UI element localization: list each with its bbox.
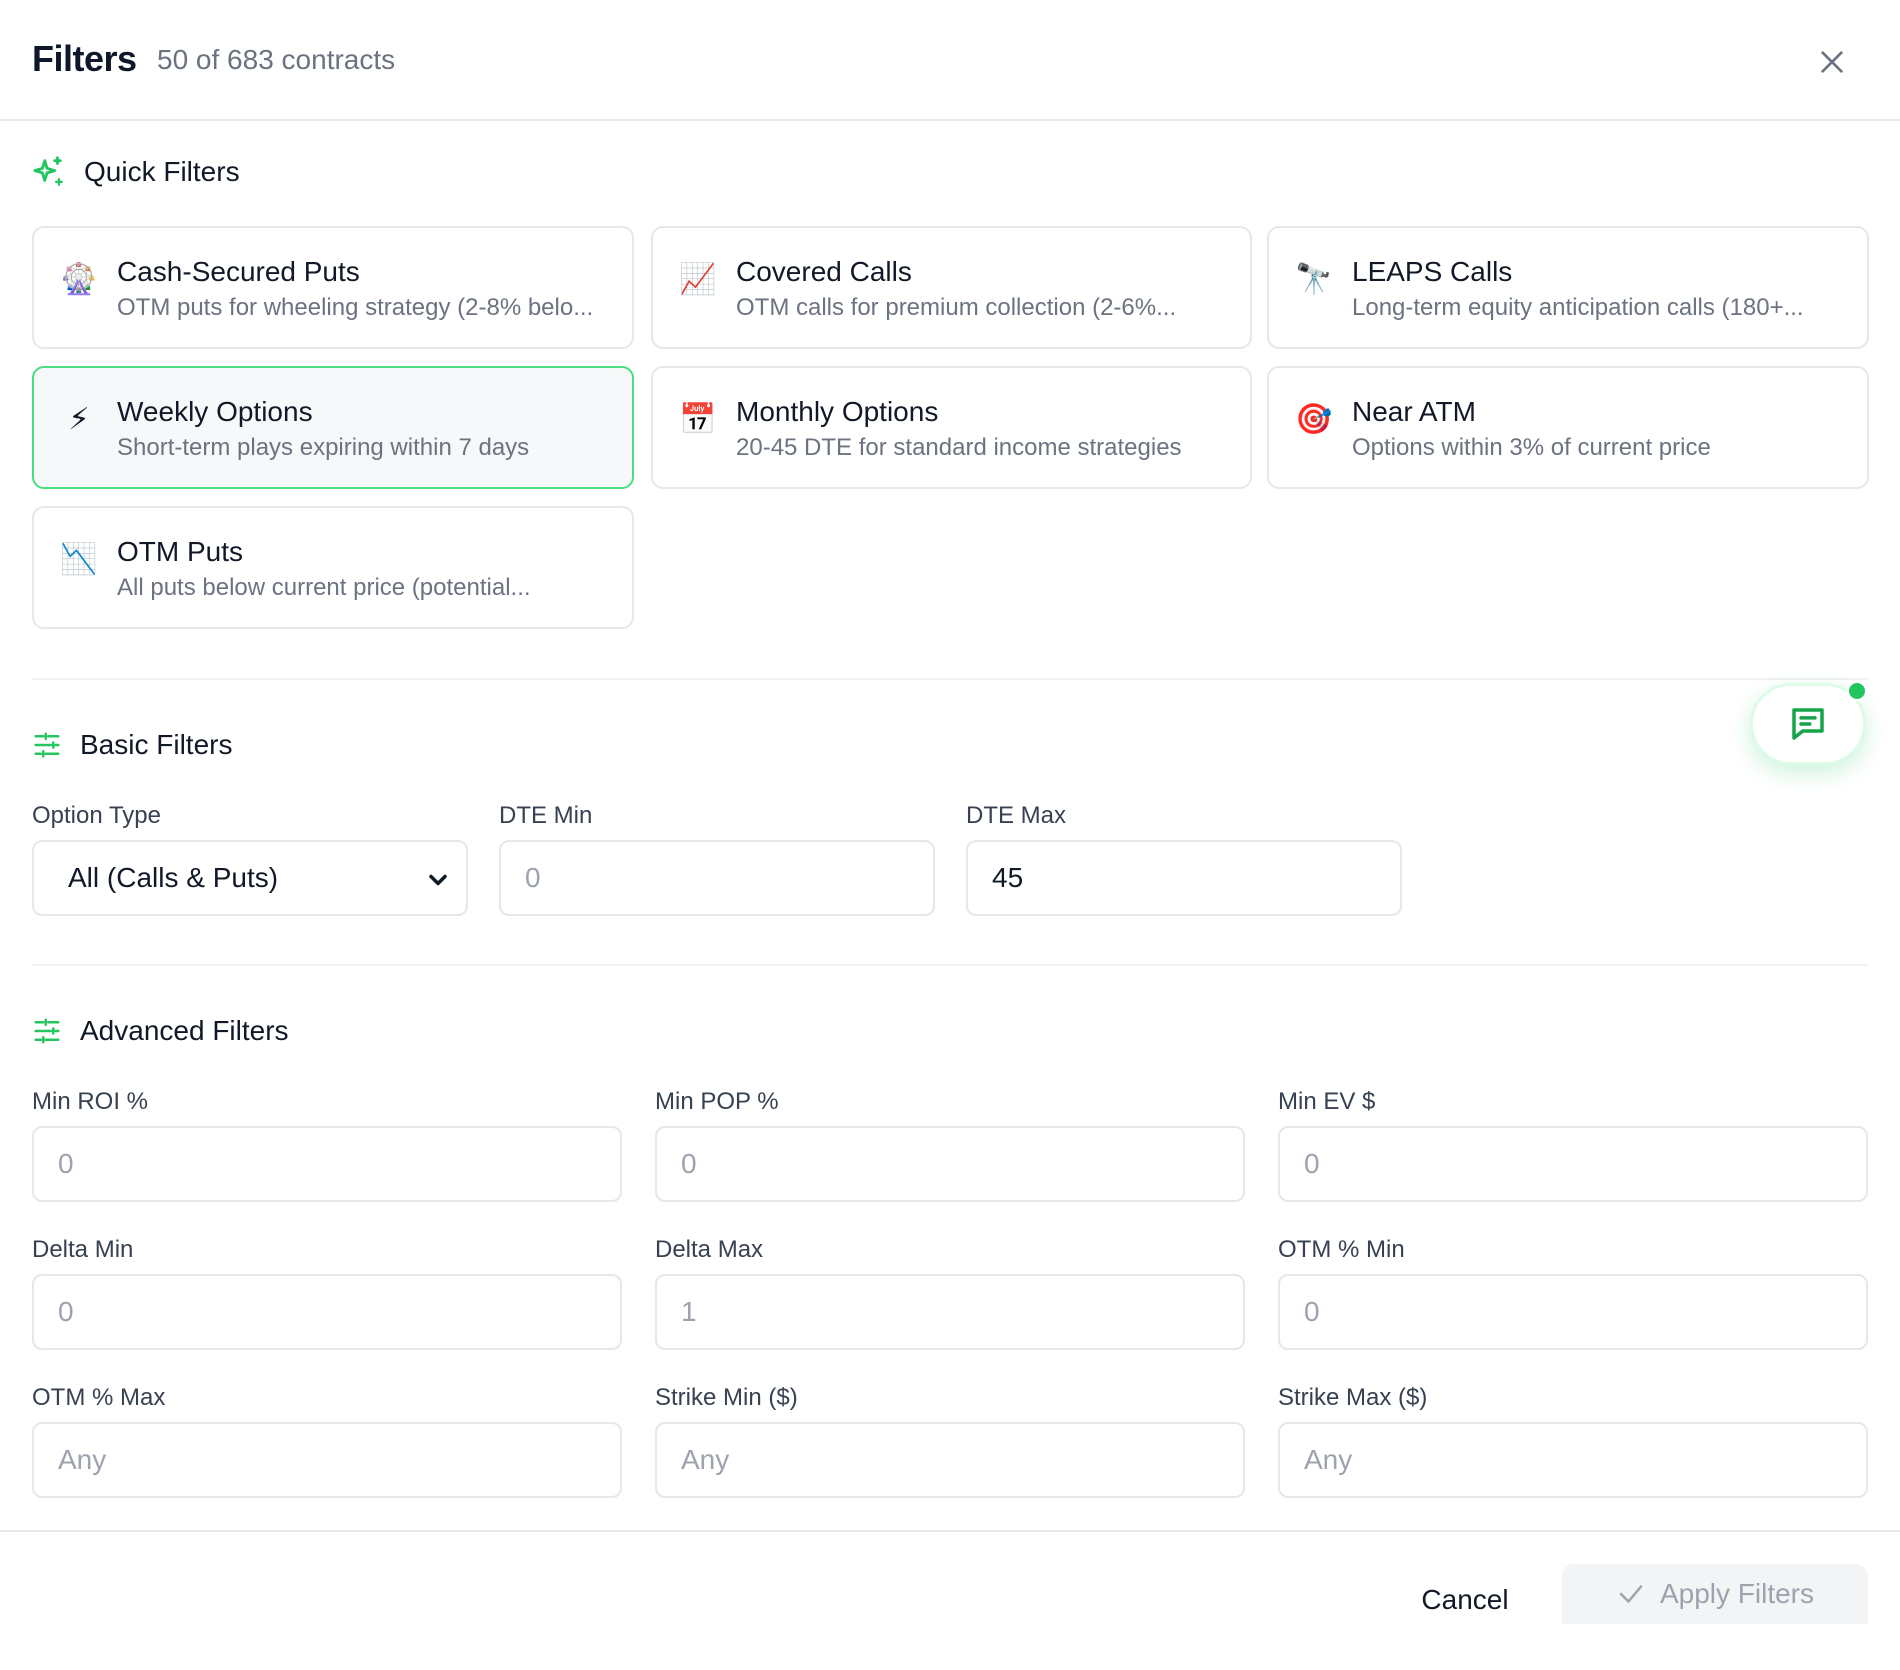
quick-filter-card[interactable]: 📉 OTM Puts All puts below current price (p… <box>32 506 634 629</box>
contract-count: 50 of 683 contracts <box>157 44 396 75</box>
advanced-filters-heading: Advanced Filters <box>32 1015 289 1047</box>
option-type-label: Option Type <box>32 802 161 829</box>
feedback-chat-button[interactable] <box>1750 683 1866 765</box>
delta-min-label: Delta Min <box>32 1236 134 1263</box>
close-icon <box>1821 51 1843 73</box>
footer-divider <box>0 1530 1900 1532</box>
min-pop-label: Min POP % <box>655 1088 779 1115</box>
quick-filter-card[interactable]: ⚡ Weekly Options Short-term plays expiring… <box>32 366 634 489</box>
otm-min-label: OTM % Min <box>1278 1236 1405 1263</box>
otm-max-input[interactable] <box>32 1422 622 1498</box>
ferris-wheel-icon: 🎡 <box>60 262 98 296</box>
close-button[interactable] <box>1810 40 1854 84</box>
quick-filter-description: Short-term plays expiring within 7 days <box>117 434 530 461</box>
quick-filter-title: Monthly Options <box>736 396 939 427</box>
quick-filter-title: Cash-Secured Puts <box>117 256 360 287</box>
quick-filter-description: Options within 3% of current price <box>1352 434 1711 461</box>
chart-down-icon: 📉 <box>60 542 98 576</box>
sliders-icon <box>34 1018 60 1044</box>
quick-filter-description: OTM puts for wheeling strategy (2-8% bel… <box>117 294 594 321</box>
min-ev-input[interactable] <box>1278 1126 1868 1202</box>
telescope-icon: 🔭 <box>1295 262 1333 296</box>
check-icon <box>1619 1585 1643 1603</box>
otm-max-label: OTM % Max <box>32 1384 166 1411</box>
quick-filter-description: Long-term equity anticipation calls (180… <box>1352 294 1804 321</box>
chart-up-icon: 📈 <box>679 262 717 296</box>
quick-filter-title: OTM Puts <box>117 536 244 567</box>
quick-filter-description: All puts below current price (potential.… <box>117 574 531 601</box>
apply-filters-label: Apply Filters <box>1659 1578 1815 1609</box>
min-pop-input[interactable] <box>655 1126 1245 1202</box>
quick-filter-title: LEAPS Calls <box>1352 256 1513 287</box>
sliders-icon <box>34 732 60 758</box>
basic-filters-heading: Basic Filters <box>32 729 232 761</box>
dte-max-label: DTE Max <box>966 802 1067 829</box>
delta-max-label: Delta Max <box>655 1236 764 1263</box>
quick-filters-title: Quick Filters <box>84 156 240 187</box>
section-divider <box>32 964 1868 966</box>
quick-filter-title: Covered Calls <box>736 256 912 287</box>
basic-filters-title: Basic Filters <box>80 729 233 760</box>
apply-filters-button[interactable]: Apply Filters <box>1562 1564 1868 1624</box>
section-divider <box>32 678 1868 680</box>
delta-min-input[interactable] <box>32 1274 622 1350</box>
quick-filter-card[interactable]: 🎡 Cash-Secured Puts OTM puts for wheeling … <box>32 226 634 349</box>
dte-max-input[interactable] <box>966 840 1402 916</box>
target-icon: 🎯 <box>1295 402 1333 436</box>
cancel-button[interactable]: Cancel <box>1421 1584 1509 1615</box>
strike-min-input[interactable] <box>655 1422 1245 1498</box>
message-icon <box>1792 708 1824 740</box>
min-roi-input[interactable] <box>32 1126 622 1202</box>
strike-max-label: Strike Max ($) <box>1278 1384 1428 1411</box>
advanced-filters-title: Advanced Filters <box>80 1015 289 1046</box>
option-type-select[interactable]: All (Calls & Puts) <box>32 840 468 916</box>
calendar-icon: 📅 <box>679 402 717 436</box>
quick-filter-title: Near ATM <box>1352 396 1476 427</box>
modal-title: Filters <box>32 38 137 79</box>
dte-min-label: DTE Min <box>499 802 593 829</box>
strike-min-label: Strike Min ($) <box>655 1384 798 1411</box>
option-type-value: All (Calls & Puts) <box>68 862 279 893</box>
lightning-icon: ⚡ <box>68 402 90 436</box>
quick-filter-card[interactable]: 📅 Monthly Options 20-45 DTE for standard i… <box>651 366 1252 489</box>
quick-filter-description: OTM calls for premium collection (2-6%..… <box>736 294 1177 321</box>
quick-filters-heading: Quick Filters <box>32 155 240 189</box>
chevron-down-icon <box>429 874 447 886</box>
quick-filter-description: 20-45 DTE for standard income strategies <box>736 434 1182 461</box>
quick-filter-title: Weekly Options <box>117 396 313 427</box>
modal-header: Filters 50 of 683 contracts <box>0 0 1900 121</box>
quick-filter-card[interactable]: 🔭 LEAPS Calls Long-term equity anticipatio… <box>1267 226 1869 349</box>
delta-max-input[interactable] <box>655 1274 1245 1350</box>
otm-min-input[interactable] <box>1278 1274 1868 1350</box>
sparkles-icon <box>33 156 63 186</box>
dte-min-input[interactable] <box>499 840 935 916</box>
strike-max-input[interactable] <box>1278 1422 1868 1498</box>
min-roi-label: Min ROI % <box>32 1088 149 1115</box>
quick-filter-card[interactable]: 🎯 Near ATM Options within 3% of current pr… <box>1267 366 1869 489</box>
min-ev-label: Min EV $ <box>1278 1088 1376 1115</box>
quick-filter-card[interactable]: 📈 Covered Calls OTM calls for premium coll… <box>651 226 1252 349</box>
notification-dot <box>1847 681 1867 701</box>
